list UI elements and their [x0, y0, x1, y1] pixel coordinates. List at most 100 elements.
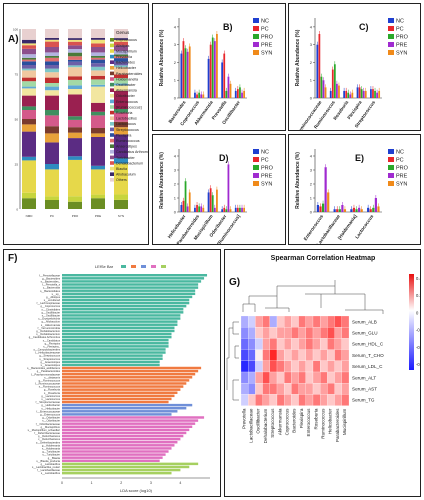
legend-label: PC [396, 158, 404, 164]
heatmap-cell [312, 371, 321, 384]
column-label: Flexispira [299, 408, 304, 428]
row-label: Serum_LDL_C [352, 364, 383, 369]
bar [239, 87, 241, 98]
stacked-bar-segment [114, 134, 128, 159]
legend-swatch [253, 34, 259, 39]
stacked-bar-segment [22, 59, 36, 62]
heatmap-cell [305, 315, 314, 328]
stacked-bar-segment [68, 49, 82, 53]
row-label: Serum_ALB [352, 319, 377, 324]
bar [374, 198, 377, 212]
legend-swatch [253, 50, 259, 55]
legend-swatch [110, 161, 114, 165]
legend-swatch [110, 77, 114, 81]
heatmap-cell [240, 338, 249, 350]
lefse-bar [62, 468, 181, 472]
panel-a-stacked-bar-chart: 0 25 50 75 100 NMD PC PRO PRE SYN Genus Coprococcus… [13, 28, 148, 219]
lefse-bar [62, 363, 160, 367]
legend-swatch [110, 82, 114, 87]
lefse-taxon-label: f__Streptococcaceae [35, 400, 60, 404]
heatmap-cell [262, 383, 270, 395]
stacked-bar-segment [22, 95, 36, 107]
legend-label: Prevotella [116, 55, 132, 59]
bar [358, 87, 361, 98]
stacked-bar-segment [91, 75, 105, 80]
bar [234, 90, 237, 98]
lefse-bar [62, 342, 169, 345]
lefse-bar [62, 277, 205, 280]
bar [327, 192, 330, 212]
heatmap-cell [334, 327, 342, 339]
lefse-taxon-label: s__sp_ [52, 293, 61, 296]
bar [182, 200, 185, 212]
legend-swatch [110, 54, 114, 59]
legend-swatch [388, 34, 394, 39]
panel-a: A) 0 25 50 75 100 NMD PC PRO PRE SYN Genus Coprococ… [3, 3, 149, 245]
stacked-bar-segment [22, 124, 36, 132]
bar [180, 53, 183, 98]
heatmap-cell [262, 394, 270, 406]
lefse-bar [62, 419, 199, 422]
bar [341, 205, 344, 212]
lefse-taxon-label: s__Blautia_producta [36, 459, 60, 463]
stacked-bar-segment [22, 81, 36, 87]
lefse-taxon-label: s__Ruminococcus [39, 385, 61, 389]
legend-label: [Ruminococcus] [116, 105, 142, 109]
lefse-bar [62, 326, 175, 330]
legend-swatch [253, 149, 259, 154]
bar [198, 206, 201, 212]
heatmap-cell [298, 338, 306, 350]
heatmap-cell [248, 383, 256, 395]
y-tick-label: 3 [174, 42, 177, 47]
panel-letter: B) [223, 22, 233, 32]
legend-label: Dehalobacterium [116, 161, 143, 165]
y-tick-label: 0 [174, 96, 177, 101]
y-tick-label: 25 [15, 163, 19, 167]
column-label: Lactobacillaceae [249, 408, 254, 443]
legend-label: Helicobacter [116, 66, 137, 70]
heatmap-cell [262, 360, 270, 373]
legend-swatch [110, 166, 114, 171]
stacked-bar-segment [114, 74, 128, 79]
stacked-bar-segment [45, 47, 59, 53]
lefse-bar [62, 366, 202, 370]
bar [324, 167, 327, 212]
bar [241, 207, 243, 212]
stacked-bar-segment [91, 128, 105, 134]
bar [349, 94, 352, 98]
lefse-bar [62, 453, 166, 456]
lefse-taxon-label: g__Ruminococcus [39, 378, 61, 382]
heatmap-cell [312, 327, 321, 339]
stacked-bar-segment [114, 83, 128, 86]
lefse-taxon-label: s__Akkermansia [41, 323, 61, 327]
legend-swatch [110, 71, 114, 76]
heatmap-cell [240, 349, 249, 361]
heatmap-cell [320, 315, 328, 328]
color-scale-bar [409, 274, 414, 370]
bar [202, 207, 205, 212]
bar [243, 90, 246, 98]
heatmap-cell [320, 383, 328, 395]
heatmap-cell [284, 349, 292, 361]
column-label: Coprococcus [285, 408, 290, 436]
stacked-bar-segment [91, 29, 105, 38]
stacked-bar-segment [114, 29, 128, 39]
y-tick-label: 3 [310, 42, 313, 47]
lefse-taxon-label: g__Enterococcus [40, 412, 61, 416]
stacked-bar-segment [22, 88, 36, 96]
legend-swatch [110, 110, 114, 115]
heatmap-cell [327, 327, 335, 339]
stacked-bar-segment [45, 68, 59, 73]
y-axis-label: Relative Abundance (%) [159, 152, 165, 209]
x-tick-label: 0 [61, 481, 63, 485]
lefse-bar [62, 295, 193, 299]
legend-label: PRO [396, 35, 409, 41]
lefse-bar [62, 283, 199, 286]
lefse-taxon-label: g__Turicibacter [42, 450, 60, 454]
stacked-bar-segment [91, 63, 105, 67]
stacked-bar-segment [45, 86, 59, 91]
stacked-bar-segment [45, 57, 59, 62]
heatmap-cell [305, 371, 314, 384]
lefse-bar [62, 447, 172, 450]
